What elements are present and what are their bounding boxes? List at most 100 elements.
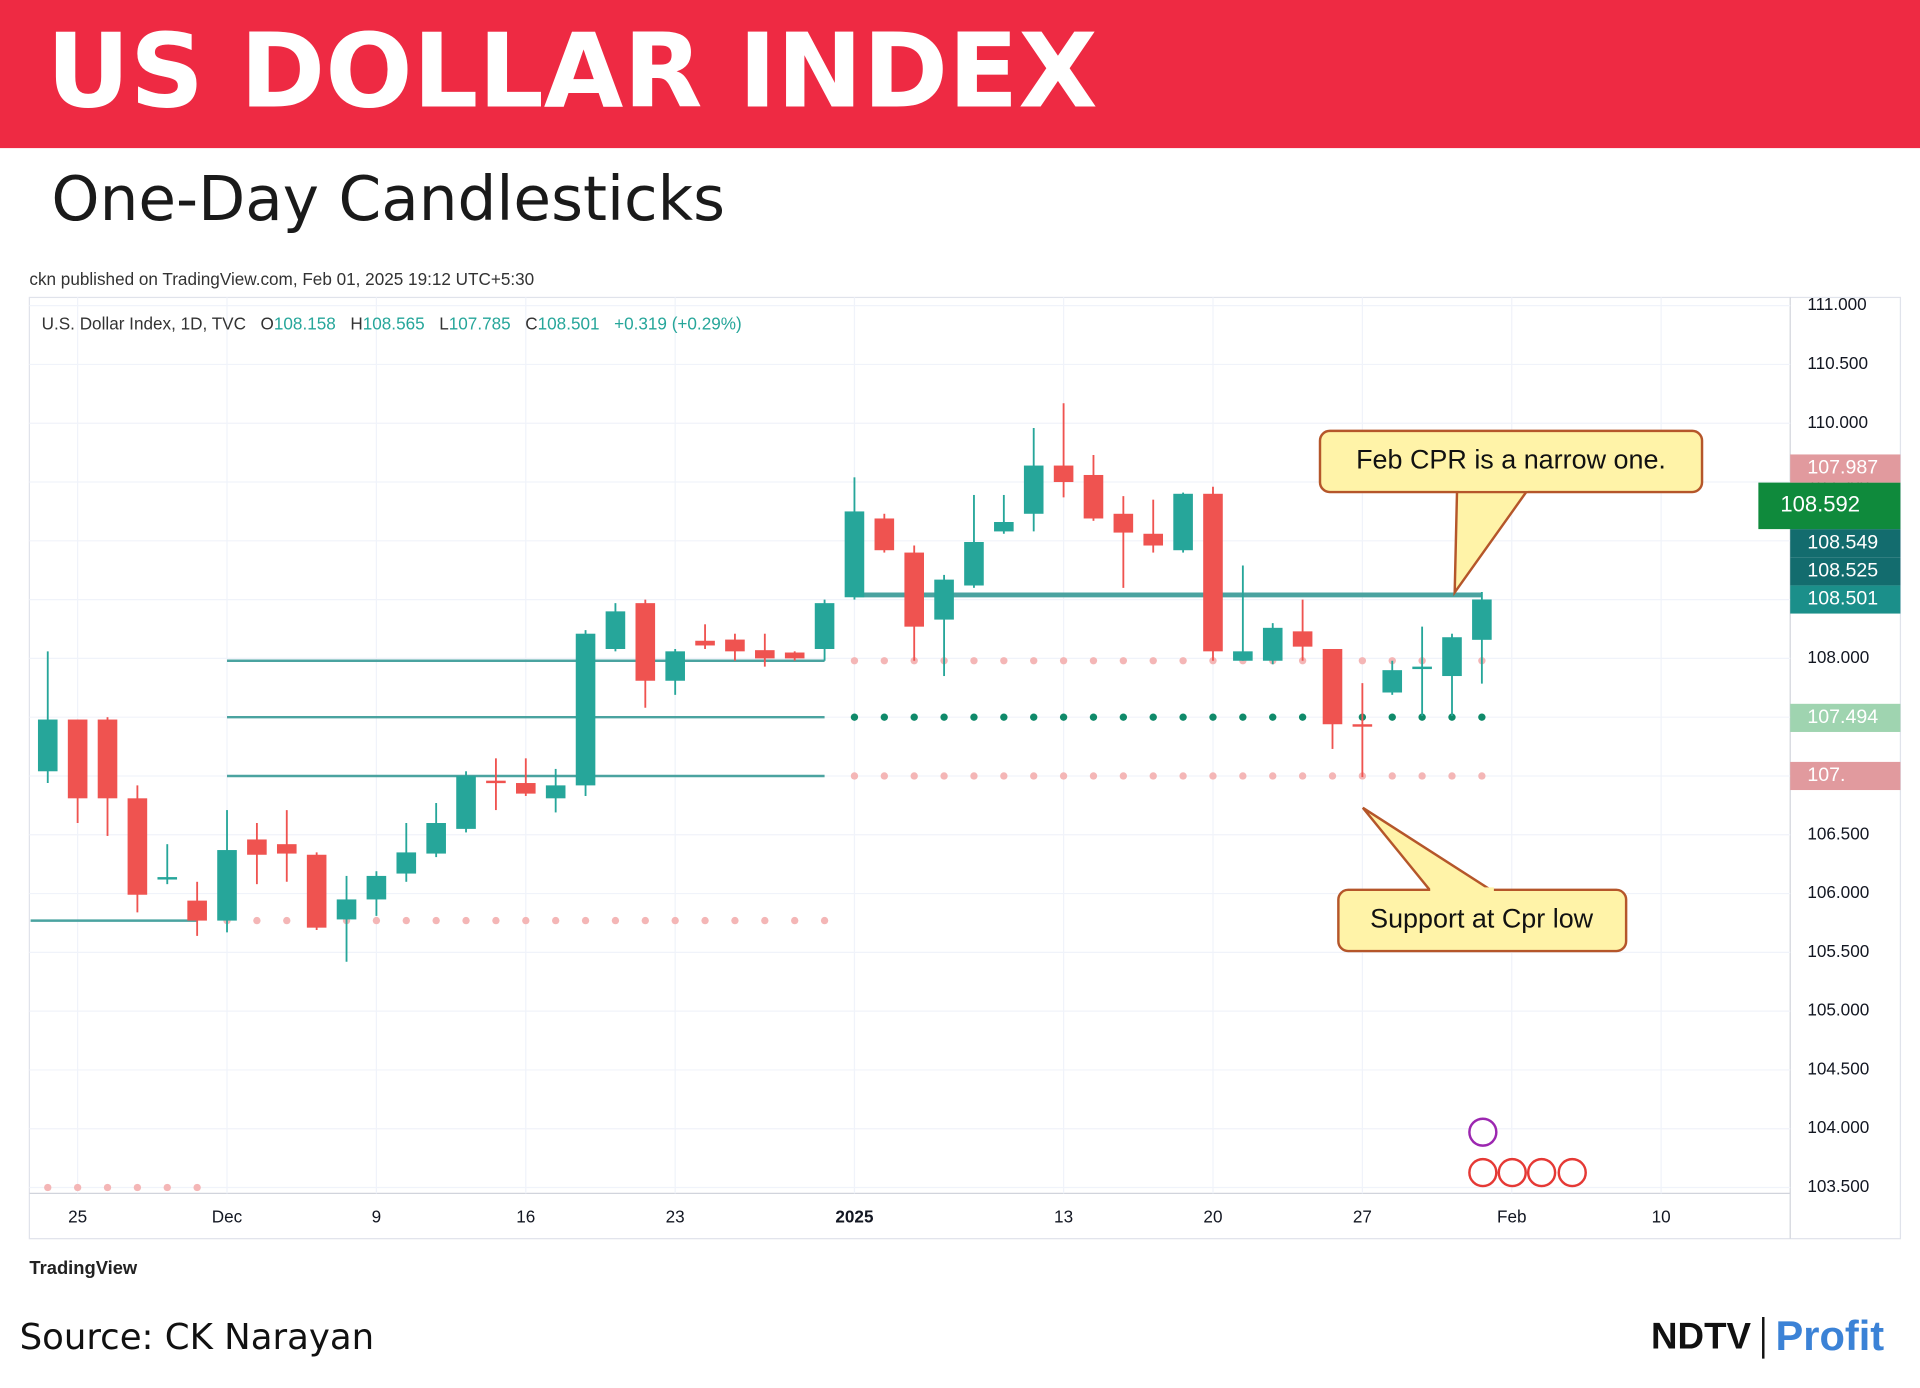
marks: 103.500 104.000 104.500 105.000 105.500 106.0… xyxy=(30,294,1869,1226)
level-dot xyxy=(1328,772,1337,780)
candle-body xyxy=(844,511,865,598)
brand2: Profit xyxy=(1776,1312,1885,1359)
level-dot xyxy=(73,1183,82,1192)
legend-c-val: 108.501 xyxy=(538,313,600,333)
price-label-box xyxy=(1758,482,1901,530)
level-dot xyxy=(970,657,978,665)
x-tick-label: 16 xyxy=(516,1206,535,1226)
level-dot xyxy=(641,916,649,925)
flag-icons xyxy=(1468,1157,1587,1188)
y-tick-label: 110.500 xyxy=(1807,353,1868,373)
level-dot xyxy=(1388,772,1396,780)
price-label-text: 107.494 xyxy=(1807,706,1878,728)
level-dot xyxy=(492,916,500,925)
price-label-text: 107. xyxy=(1807,764,1845,786)
x-tick-label: 2025 xyxy=(835,1206,874,1226)
price-label-text: 108.525 xyxy=(1807,560,1878,582)
legend-o: O xyxy=(261,313,274,333)
level-dot xyxy=(850,713,859,721)
x-tick-label: Dec xyxy=(212,1206,243,1226)
level-dot xyxy=(402,916,410,925)
level-dot xyxy=(1478,713,1486,721)
price-label: 108.592 xyxy=(1758,482,1901,530)
level-dot xyxy=(970,772,978,780)
y-tick-label: 105.000 xyxy=(1807,1000,1869,1020)
level-dot xyxy=(1030,713,1038,721)
level-dot xyxy=(133,1183,142,1192)
callout-joint xyxy=(1459,483,1529,491)
callout-joint xyxy=(1430,887,1494,895)
x-tick-label: 10 xyxy=(1652,1206,1671,1226)
level-dot xyxy=(940,772,948,780)
candle-body xyxy=(605,611,626,649)
x-tick-label: 9 xyxy=(372,1206,382,1226)
level-dot xyxy=(1030,657,1038,665)
level-dot xyxy=(820,916,829,925)
candle-body xyxy=(904,552,924,627)
price-label: 108.525 xyxy=(1790,557,1901,586)
level-dot xyxy=(1179,772,1187,780)
level-dot xyxy=(1179,657,1187,665)
candle-body xyxy=(545,785,566,799)
legend: U.S. Dollar Index, 1D, TVC O108.158 H108… xyxy=(42,313,742,333)
level-dot xyxy=(1209,772,1217,780)
level-dot xyxy=(1358,657,1367,665)
price-label-box xyxy=(1790,703,1901,732)
legend-h-val: 108.565 xyxy=(363,313,425,333)
candle-body xyxy=(1442,637,1462,677)
level-dot xyxy=(1059,713,1068,721)
candle-body xyxy=(1352,724,1373,727)
level-dot xyxy=(970,713,978,721)
candle-body xyxy=(366,875,387,900)
level-dot xyxy=(1149,772,1157,780)
level-dot xyxy=(850,772,859,780)
y-tick-label: 104.500 xyxy=(1807,1058,1869,1078)
level-dot xyxy=(1119,713,1128,721)
candle-body xyxy=(1203,493,1223,652)
callout-box xyxy=(1318,429,1704,494)
candle-body xyxy=(127,798,148,895)
level-dot xyxy=(940,713,948,721)
candle-body xyxy=(814,603,835,649)
candle-body xyxy=(1173,493,1193,551)
brand: NDTV xyxy=(1651,1316,1751,1357)
candle-body xyxy=(665,651,685,681)
y-tick-label: 104.000 xyxy=(1807,1117,1869,1137)
candle-body xyxy=(934,579,954,620)
candle-body xyxy=(97,719,118,799)
legend-symbol: U.S. Dollar Index, 1D, TVC xyxy=(42,313,246,333)
candle-body xyxy=(396,852,417,874)
title: US DOLLAR INDEX xyxy=(47,13,1098,132)
x-tick-label: 13 xyxy=(1054,1206,1073,1226)
price-label-box xyxy=(1790,585,1901,614)
legend-h: H xyxy=(350,313,362,333)
price-label-box xyxy=(1790,529,1901,558)
candle-body xyxy=(575,633,596,786)
callout-pointer xyxy=(1361,806,1501,895)
candle-body xyxy=(276,844,297,854)
level-dot xyxy=(611,916,620,925)
level-dot xyxy=(581,916,590,925)
level-dot xyxy=(1149,657,1157,665)
price-label-box xyxy=(1790,454,1901,483)
level-dot xyxy=(1000,657,1008,665)
candle-body xyxy=(1412,666,1432,670)
level-dot xyxy=(1298,772,1307,780)
level-dot xyxy=(163,1183,171,1192)
level-dot xyxy=(1030,772,1038,780)
x-tick-label: 20 xyxy=(1203,1206,1222,1226)
level-dot xyxy=(103,1183,112,1192)
candle-body xyxy=(37,719,58,772)
candle-body xyxy=(1083,474,1104,519)
level-dot xyxy=(253,916,261,925)
candle-body xyxy=(1053,465,1074,483)
candle-body xyxy=(516,783,536,794)
annotation: Feb CPR is a narrow one. xyxy=(1356,445,1666,475)
level-dot xyxy=(1119,772,1128,780)
price-label-text: 107.987 xyxy=(1807,457,1878,479)
candle-body xyxy=(784,652,805,659)
level-dot xyxy=(880,772,888,780)
price-label: 107.987 xyxy=(1790,454,1901,483)
candle-body xyxy=(1292,631,1313,647)
banner xyxy=(0,0,1920,149)
